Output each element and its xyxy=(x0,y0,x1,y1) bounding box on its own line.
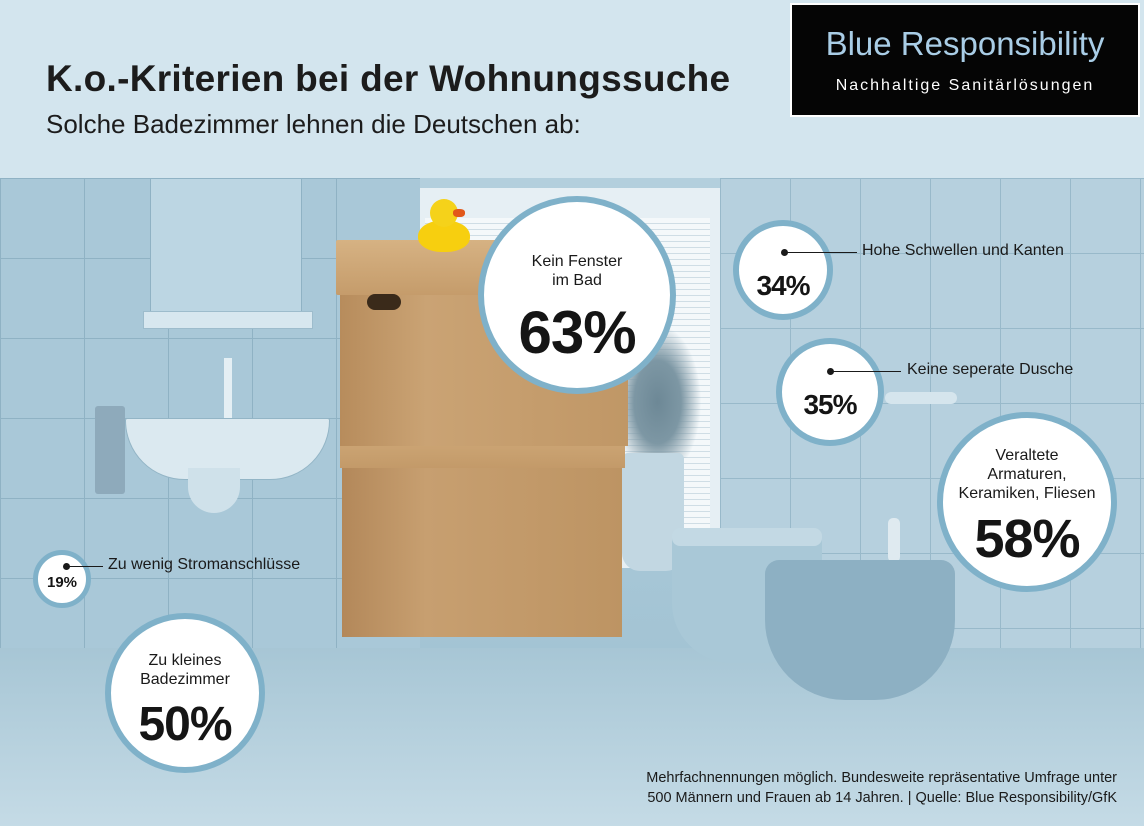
stat-label-line: Keramiken, Fliesen xyxy=(958,485,1096,502)
stat-bubble-small-bathroom: Zu kleines Badezimmer 50% xyxy=(105,613,265,773)
stat-percent: 50% xyxy=(138,698,232,751)
bidet-tap xyxy=(888,518,900,562)
sink-pedestal xyxy=(188,468,240,513)
footnote-line-1: Mehrfachnennungen möglich. Bundesweite r… xyxy=(646,770,1117,786)
brand-name: Blue Responsibility xyxy=(825,25,1105,62)
stat-bubble-no-separate-shower: 35% xyxy=(776,338,884,446)
brand-tagline: Nachhaltige Sanitärlösungen xyxy=(835,77,1095,94)
stat-label-line: Veraltete xyxy=(995,447,1059,464)
stat-bubble-no-window: Kein Fenster im Bad 63% xyxy=(478,196,676,394)
callout-few-sockets: Zu wenig Stromanschlüsse xyxy=(108,556,301,573)
stat-bubble-outdated-fittings: Veraltete Armaturen, Keramiken, Fliesen … xyxy=(937,412,1117,592)
stat-label-line: im Bad xyxy=(552,272,602,289)
source-footnote: Mehrfachnennungen möglich. Bundesweite r… xyxy=(557,768,1117,808)
stat-bubble-high-thresholds: 34% xyxy=(733,220,833,320)
shelf xyxy=(143,311,313,329)
callout-line xyxy=(67,566,103,567)
page-title: K.o.-Kriterien bei der Wohnungssuche xyxy=(46,58,731,99)
bidet xyxy=(765,560,955,700)
towel xyxy=(95,406,125,494)
callout-line xyxy=(785,252,857,253)
stat-bubble-few-sockets: 19% xyxy=(33,550,91,608)
rubber-duck-beak xyxy=(453,209,465,217)
page-subtitle: Solche Badezimmer lehnen die Deutschen a… xyxy=(46,109,581,139)
brand-logo: Blue Responsibility Nachhaltige Sanitärl… xyxy=(790,3,1140,117)
mirror xyxy=(150,178,302,313)
moving-box-bottom xyxy=(342,445,622,637)
stat-label-line: Kein Fenster xyxy=(531,253,623,270)
stat-percent: 63% xyxy=(518,299,636,366)
callout-dot xyxy=(781,249,788,256)
shower-bar xyxy=(885,392,957,404)
stat-percent: 58% xyxy=(974,509,1080,569)
box-handle xyxy=(367,294,401,310)
callout-high-thresholds: Hohe Schwellen und Kanten xyxy=(862,242,1064,259)
callout-dot xyxy=(827,368,834,375)
stat-percent: 19% xyxy=(46,574,78,591)
stat-label-line: Armaturen, xyxy=(987,466,1067,483)
callout-dot xyxy=(63,563,70,570)
stat-label-line: Zu kleines xyxy=(148,652,222,669)
toilet-lid xyxy=(672,528,822,546)
stat-percent: 35% xyxy=(803,389,857,420)
callout-line xyxy=(831,371,901,372)
footnote-line-2: 500 Männern und Frauen ab 14 Jahren. | Q… xyxy=(647,790,1117,806)
stat-percent: 34% xyxy=(756,270,810,301)
stat-label-line: Badezimmer xyxy=(140,671,230,688)
callout-no-separate-shower: Keine seperate Dusche xyxy=(907,361,1074,378)
faucet xyxy=(224,358,232,420)
